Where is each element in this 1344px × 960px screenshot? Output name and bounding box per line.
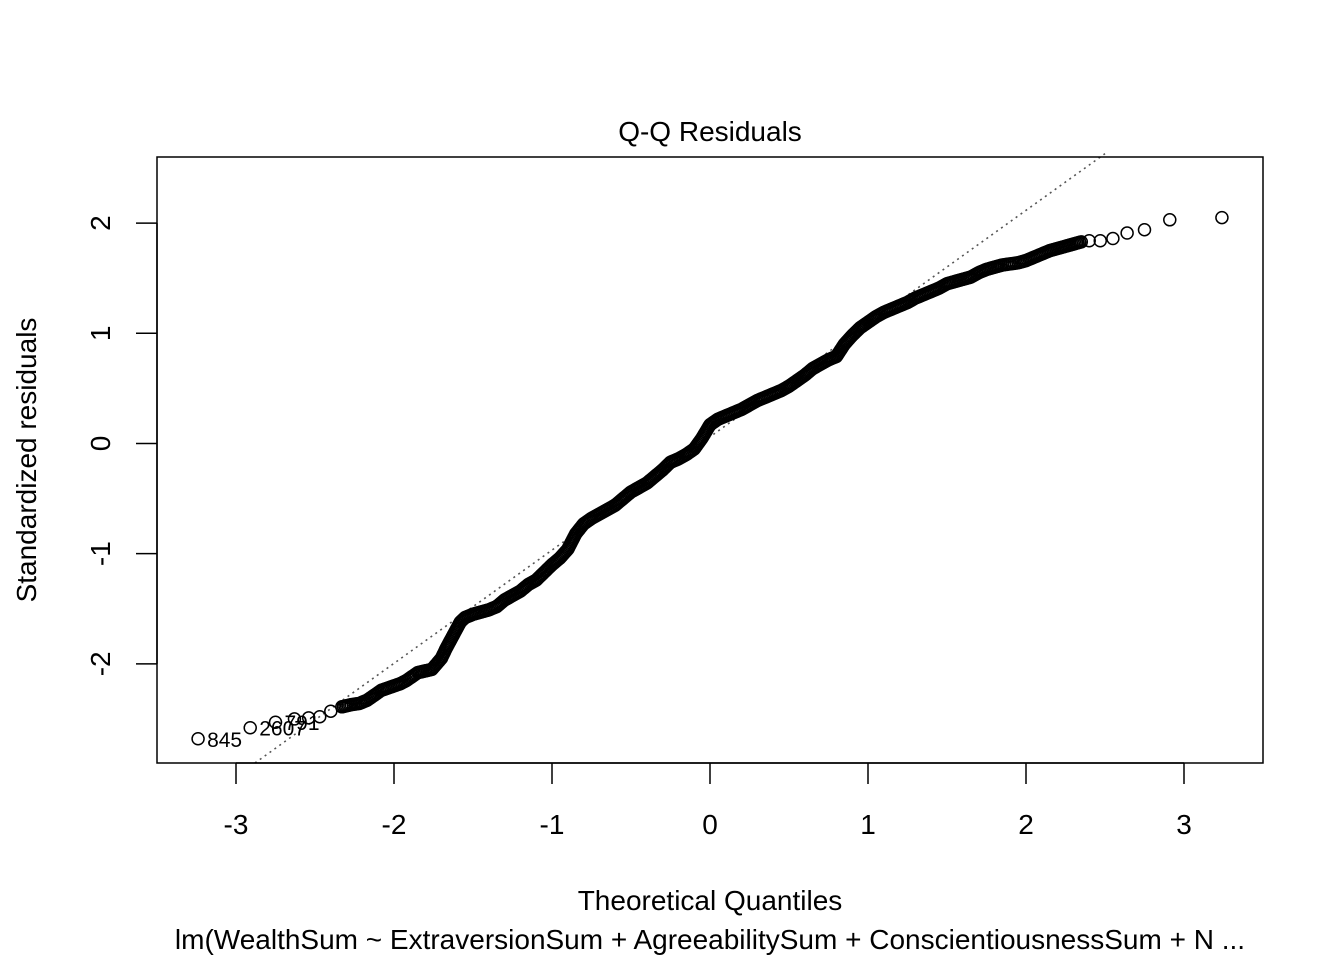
residual-point [1093,233,1108,248]
residual-point [301,711,316,725]
residual-point [243,720,257,735]
residual-point [1120,226,1134,240]
x-tick-label: -2 [382,809,407,840]
point-label: 845 [207,729,242,752]
residual-point [1163,213,1177,227]
point-label: 2607 [259,718,306,741]
chart-title: Q-Q Residuals [618,116,802,147]
residual-point [324,704,338,718]
x-tick-label: -1 [540,809,565,840]
residual-point [1137,222,1152,237]
residual-point [268,715,283,729]
point-label: 791 [285,712,320,735]
x-tick-label: 3 [1176,809,1192,840]
residual-point [1215,210,1229,225]
residual-point [312,709,327,724]
y-tick-label: -2 [85,651,116,676]
y-tick-label: -1 [85,541,116,566]
y-tick-label: 1 [85,326,116,342]
model-caption: lm(WealthSum ~ ExtraversionSum + Agreeab… [175,924,1245,955]
x-tick-label: 0 [702,809,718,840]
residual-point [1074,235,1089,249]
residual-point [191,732,205,746]
residual-point [1082,233,1096,248]
x-axis: -3 -2 -1 0 1 2 3 [224,762,1192,840]
y-tick-label: 0 [85,436,116,452]
x-tick-label: -3 [224,809,249,840]
x-tick-label: 1 [860,809,876,840]
y-tick-label: 2 [85,215,116,231]
y-axis: -2 -1 0 1 2 [85,215,158,676]
points-layer [191,210,1229,746]
x-axis-label: Theoretical Quantiles [578,885,843,916]
plot-frame [156,156,1264,764]
x-tick-label: 2 [1018,809,1034,840]
residual-point [287,712,302,726]
residual-point [1106,231,1120,246]
y-axis-label: Standardized residuals [11,318,42,603]
